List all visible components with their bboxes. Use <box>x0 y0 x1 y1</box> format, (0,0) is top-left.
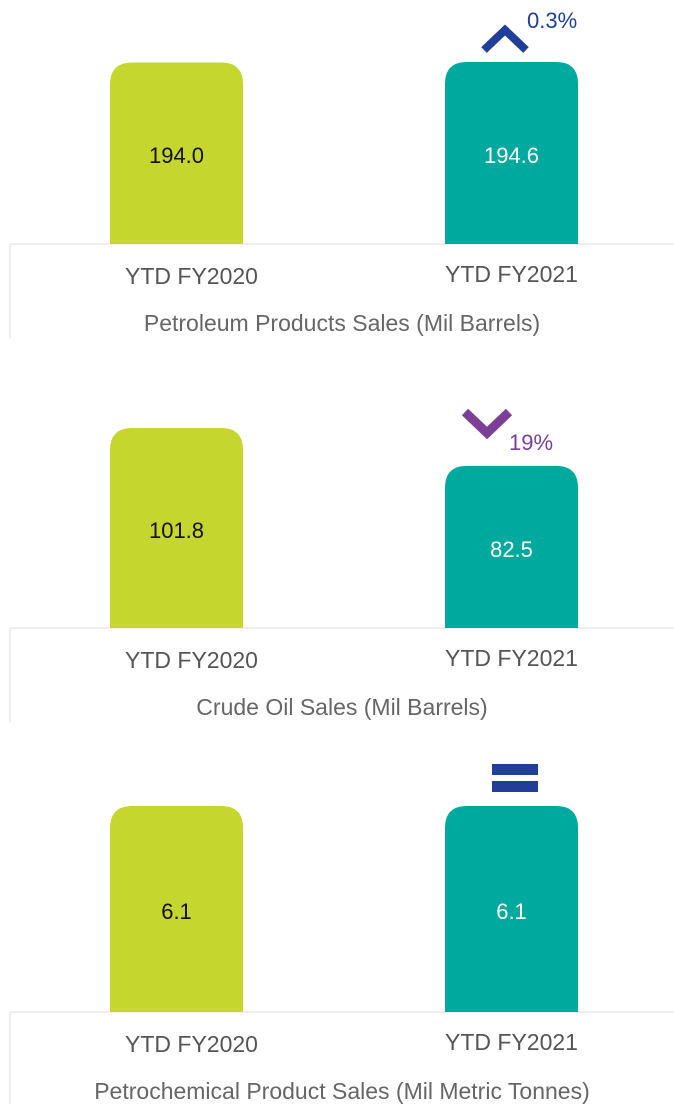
category-label: YTD FY2020 <box>125 647 258 673</box>
value-label: 82.5 <box>490 537 533 562</box>
value-label: 101.8 <box>149 518 204 543</box>
equal-sign <box>492 764 538 775</box>
category-label: YTD FY2020 <box>125 1031 258 1057</box>
bar <box>445 62 578 244</box>
value-label: 194.6 <box>484 143 539 168</box>
bar <box>445 465 578 628</box>
change-label: 19% <box>509 430 553 455</box>
chart-title: Petroleum Products Sales (Mil Barrels) <box>144 310 540 336</box>
value-label: 6.1 <box>161 899 192 924</box>
chart-title: Petrochemical Product Sales (Mil Metric … <box>94 1078 590 1104</box>
category-label: YTD FY2020 <box>125 263 258 289</box>
down-arrow <box>461 408 513 440</box>
value-label: 194.0 <box>149 143 204 168</box>
category-label: YTD FY2021 <box>445 261 578 287</box>
chart-title: Crude Oil Sales (Mil Barrels) <box>196 694 487 720</box>
equal-sign <box>492 781 538 792</box>
up-arrow <box>481 24 529 53</box>
bar <box>110 62 243 244</box>
bar <box>110 806 243 1012</box>
bar <box>110 428 243 628</box>
bar <box>445 806 578 1012</box>
category-label: YTD FY2021 <box>445 645 578 671</box>
change-label: 0.3% <box>527 8 577 33</box>
category-label: YTD FY2021 <box>445 1029 578 1055</box>
value-label: 6.1 <box>496 899 527 924</box>
